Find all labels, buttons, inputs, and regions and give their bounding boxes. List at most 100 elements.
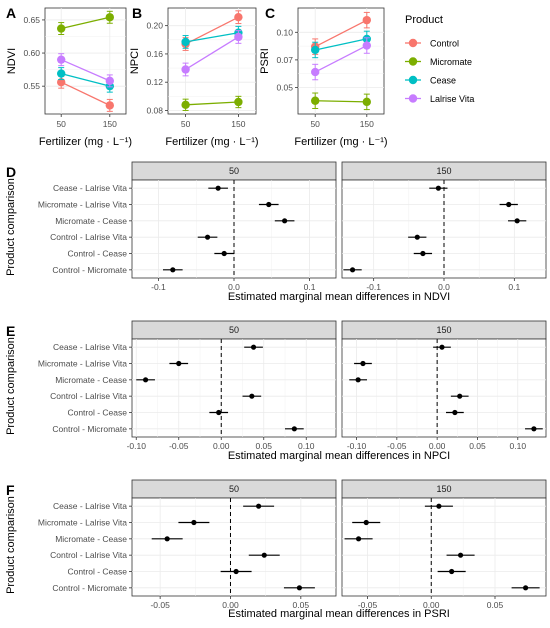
estimate-point xyxy=(355,377,361,383)
estimate-point xyxy=(291,426,297,432)
x-axis-title: Fertilizer (mg · L⁻¹) xyxy=(294,136,387,148)
data-point xyxy=(234,32,243,42)
series-line xyxy=(185,36,239,71)
series-line xyxy=(185,16,239,45)
series-lalrise-vita xyxy=(181,30,243,77)
estimate-point xyxy=(531,426,537,432)
estimate-point xyxy=(176,360,182,367)
legend-key-point xyxy=(408,57,418,66)
plot-area xyxy=(341,338,547,438)
x-tick-label: -0.10 xyxy=(347,441,367,451)
x-axis-title: Estimated marginal mean differences in P… xyxy=(228,608,450,620)
x-tick-label: 50 xyxy=(181,119,191,129)
estimate-point xyxy=(250,344,257,350)
estimate-point xyxy=(363,519,369,526)
plot-area xyxy=(167,7,257,115)
estimate-point xyxy=(420,250,426,257)
estimate-mark xyxy=(178,519,210,526)
data-point xyxy=(181,37,190,47)
x-tick-label: -0.05 xyxy=(387,441,407,451)
x-tick-label: -0.05 xyxy=(150,600,170,610)
series-line xyxy=(185,32,239,43)
estimate-point xyxy=(249,393,255,399)
x-tick-label: 50 xyxy=(56,119,66,129)
y-tick-label: 0.60 xyxy=(23,48,40,58)
estimate-point xyxy=(170,267,176,273)
estimate-mark xyxy=(136,377,155,383)
y-tick-label: 0.05 xyxy=(276,83,293,93)
chart-panel-a: 0.55 0.60 0.65 50 150 A NDVI Fertilizer (mg · L… xyxy=(6,5,132,148)
data-point xyxy=(311,45,320,55)
estimate-point xyxy=(282,218,288,224)
estimate-mark xyxy=(197,234,218,240)
estimate-mark xyxy=(450,393,469,399)
series-micromate xyxy=(57,10,115,35)
estimate-point xyxy=(143,377,149,383)
facet-150: 150 -0.1 0.0 0.1 xyxy=(341,161,547,292)
estimate-mark xyxy=(283,585,315,591)
category-label: Micromate - Cease xyxy=(55,216,127,226)
x-tick-label: 0.05 xyxy=(469,441,486,451)
data-point xyxy=(362,15,371,25)
estimate-point xyxy=(164,536,170,542)
y-tick-label: 0.08 xyxy=(146,105,163,115)
facet-strip-label: 150 xyxy=(436,484,451,494)
y-axis-title: NPCI xyxy=(129,48,141,74)
y-axis-title: NDVI xyxy=(6,48,18,74)
category-label: Control - Micromate xyxy=(52,265,127,275)
x-tick-label: 0.05 xyxy=(487,600,504,610)
estimate-point xyxy=(436,503,442,509)
legend: Product Control Micromate Cease Lalrise Vita xyxy=(405,14,474,104)
estimate-mark xyxy=(344,536,373,542)
series-line xyxy=(61,72,110,87)
x-axis-title: Fertilizer (mg · L⁻¹) xyxy=(165,136,258,148)
facet-50: 50 -0.10 -0.05 0.00 0.05 0.10 xyxy=(127,320,337,451)
x-tick-label: 0.00 xyxy=(213,441,230,451)
facet-strip-label: 50 xyxy=(229,325,239,335)
estimate-point xyxy=(349,267,356,273)
facet-50: 50 -0.05 0.00 0.05 xyxy=(131,479,337,610)
y-axis-title: Product comparison xyxy=(5,337,17,435)
x-tick-label: 0.0 xyxy=(228,282,240,292)
estimate-point xyxy=(256,503,262,509)
x-tick-label: -0.05 xyxy=(169,441,189,451)
legend-item: Lalrise Vita xyxy=(405,94,474,104)
data-point xyxy=(105,101,115,110)
y-tick-label: 0.65 xyxy=(23,15,40,25)
facet-strip-label: 50 xyxy=(229,484,239,494)
category-label: Control - Cease xyxy=(67,408,127,418)
x-tick-label: -0.1 xyxy=(366,282,381,292)
series-lalrise-vita xyxy=(311,37,371,81)
series-line xyxy=(185,101,239,106)
estimate-point xyxy=(233,568,239,575)
estimate-mark xyxy=(169,360,189,367)
estimate-point xyxy=(514,218,520,224)
estimate-point xyxy=(355,536,362,542)
estimate-mark xyxy=(343,267,362,273)
plot-area xyxy=(44,7,127,115)
estimate-mark xyxy=(408,234,427,240)
estimate-point xyxy=(439,344,445,350)
plot-area xyxy=(297,7,385,115)
series-line xyxy=(60,59,111,82)
estimate-mark xyxy=(248,552,280,558)
estimate-mark xyxy=(437,568,466,575)
data-point xyxy=(311,67,320,77)
estimate-mark xyxy=(258,201,279,208)
estimate-mark xyxy=(162,267,183,273)
data-point xyxy=(105,13,115,22)
category-label: Micromate - Cease xyxy=(55,534,127,544)
x-tick-label: 0.1 xyxy=(304,282,316,292)
x-tick-label: 0.00 xyxy=(423,600,440,610)
data-point xyxy=(57,78,66,87)
legend-label: Control xyxy=(430,39,459,49)
estimate-mark xyxy=(424,503,453,509)
x-tick-label: 50 xyxy=(310,119,320,129)
chart-panel-b: 0.08 0.12 0.16 0.20 50 150 B NPCI Fertilizer (mg… xyxy=(129,5,259,148)
x-axis-title: Fertilizer (mg · L⁻¹) xyxy=(39,136,132,148)
series-line xyxy=(60,81,111,106)
y-axis-title: Product comparison xyxy=(5,178,17,276)
estimate-point xyxy=(360,360,366,367)
facet-150: 150 -0.10 -0.05 0.00 0.05 0.10 xyxy=(341,320,547,451)
x-tick-label: 150 xyxy=(103,119,117,129)
